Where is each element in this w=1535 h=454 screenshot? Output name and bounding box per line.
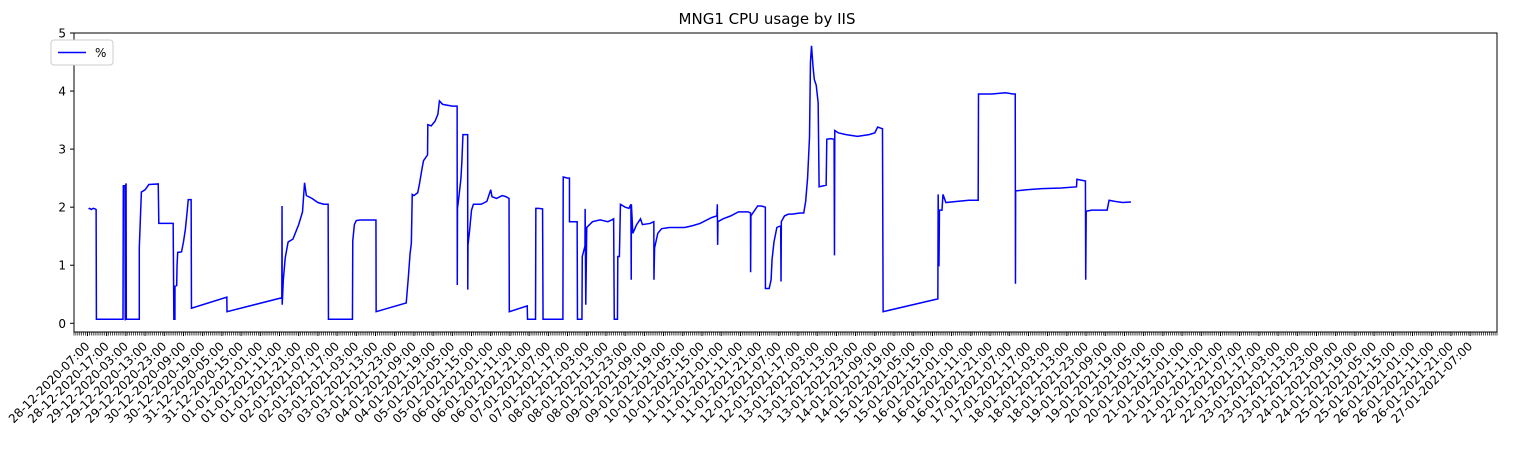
y-tick-label: 1 [58, 259, 66, 273]
y-tick-label: 2 [58, 201, 66, 215]
chart-title: MNG1 CPU usage by IIS [679, 10, 856, 28]
y-axis-ticks: 0 1 2 3 4 5 [58, 27, 74, 331]
x-axis-ticks: 28-12-2020-07:0028-12-2020-17:0029-12-20… [6, 332, 1498, 426]
series-line [88, 45, 1131, 321]
y-tick-label: 5 [58, 27, 66, 41]
legend[interactable]: % [50, 39, 114, 66]
legend-label: % [95, 46, 106, 60]
y-tick-label: 3 [58, 143, 66, 157]
y-tick-label: 4 [58, 85, 66, 99]
plot-area [88, 45, 1131, 321]
plot-frame [73, 32, 1498, 333]
y-tick-label: 0 [58, 317, 66, 331]
